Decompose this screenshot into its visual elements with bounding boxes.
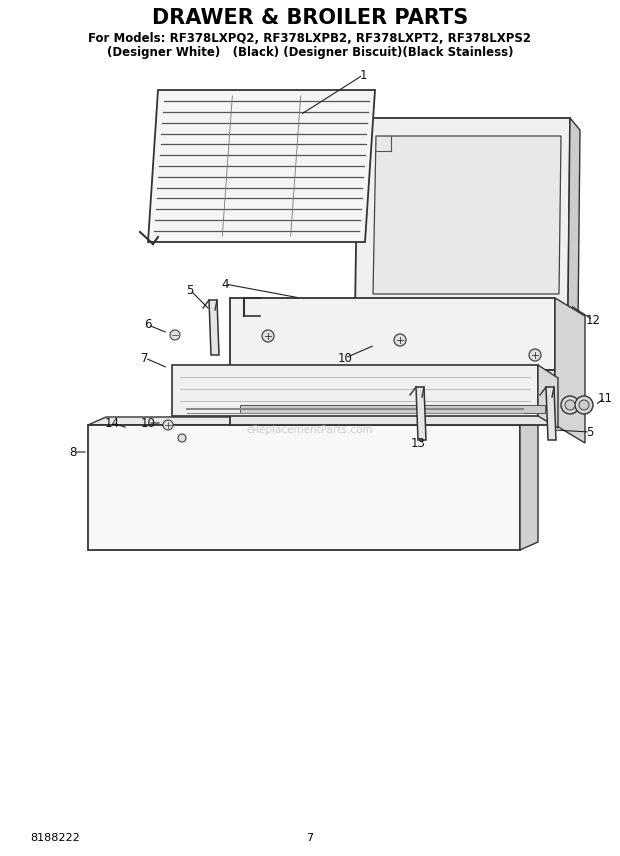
Circle shape — [561, 396, 579, 414]
Circle shape — [579, 400, 589, 410]
Polygon shape — [568, 118, 580, 324]
Text: 4: 4 — [221, 277, 229, 290]
Text: For Models: RF378LXPQ2, RF378LXPB2, RF378LXPT2, RF378LXPS2: For Models: RF378LXPQ2, RF378LXPB2, RF37… — [89, 32, 531, 45]
Text: 6: 6 — [144, 318, 152, 331]
Text: eReplacementParts.com: eReplacementParts.com — [247, 425, 373, 435]
Circle shape — [262, 330, 274, 342]
Circle shape — [170, 330, 180, 340]
Circle shape — [565, 400, 575, 410]
Circle shape — [529, 349, 541, 361]
Polygon shape — [88, 417, 538, 425]
Text: 5: 5 — [587, 425, 594, 438]
Text: 10: 10 — [337, 352, 352, 365]
Text: 7: 7 — [141, 352, 149, 365]
Text: 1: 1 — [359, 68, 367, 81]
Polygon shape — [416, 387, 426, 440]
Polygon shape — [546, 387, 556, 440]
Polygon shape — [555, 298, 585, 443]
Polygon shape — [209, 300, 219, 355]
Circle shape — [163, 420, 173, 430]
Text: 7: 7 — [306, 833, 314, 843]
Circle shape — [178, 434, 186, 442]
Text: 13: 13 — [410, 437, 425, 449]
Polygon shape — [538, 365, 558, 428]
Polygon shape — [88, 425, 520, 550]
Polygon shape — [520, 417, 538, 550]
Text: 10: 10 — [141, 417, 156, 430]
Text: DRAWER & BROILER PARTS: DRAWER & BROILER PARTS — [152, 8, 468, 28]
Polygon shape — [148, 90, 375, 242]
Text: 12: 12 — [585, 313, 601, 326]
Polygon shape — [355, 312, 568, 324]
Text: 11: 11 — [598, 391, 613, 405]
Polygon shape — [240, 405, 545, 413]
Text: 8188222: 8188222 — [30, 833, 80, 843]
Polygon shape — [172, 365, 538, 416]
Text: (Designer White)   (Black) (Designer Biscuit)(Black Stainless): (Designer White) (Black) (Designer Biscu… — [107, 45, 513, 58]
Polygon shape — [373, 136, 561, 294]
Circle shape — [575, 396, 593, 414]
Polygon shape — [230, 370, 555, 425]
Polygon shape — [355, 118, 570, 312]
Polygon shape — [230, 298, 555, 370]
Text: 14: 14 — [105, 417, 120, 430]
Text: 5: 5 — [187, 283, 193, 296]
Text: 8: 8 — [69, 445, 77, 459]
Circle shape — [394, 334, 406, 346]
